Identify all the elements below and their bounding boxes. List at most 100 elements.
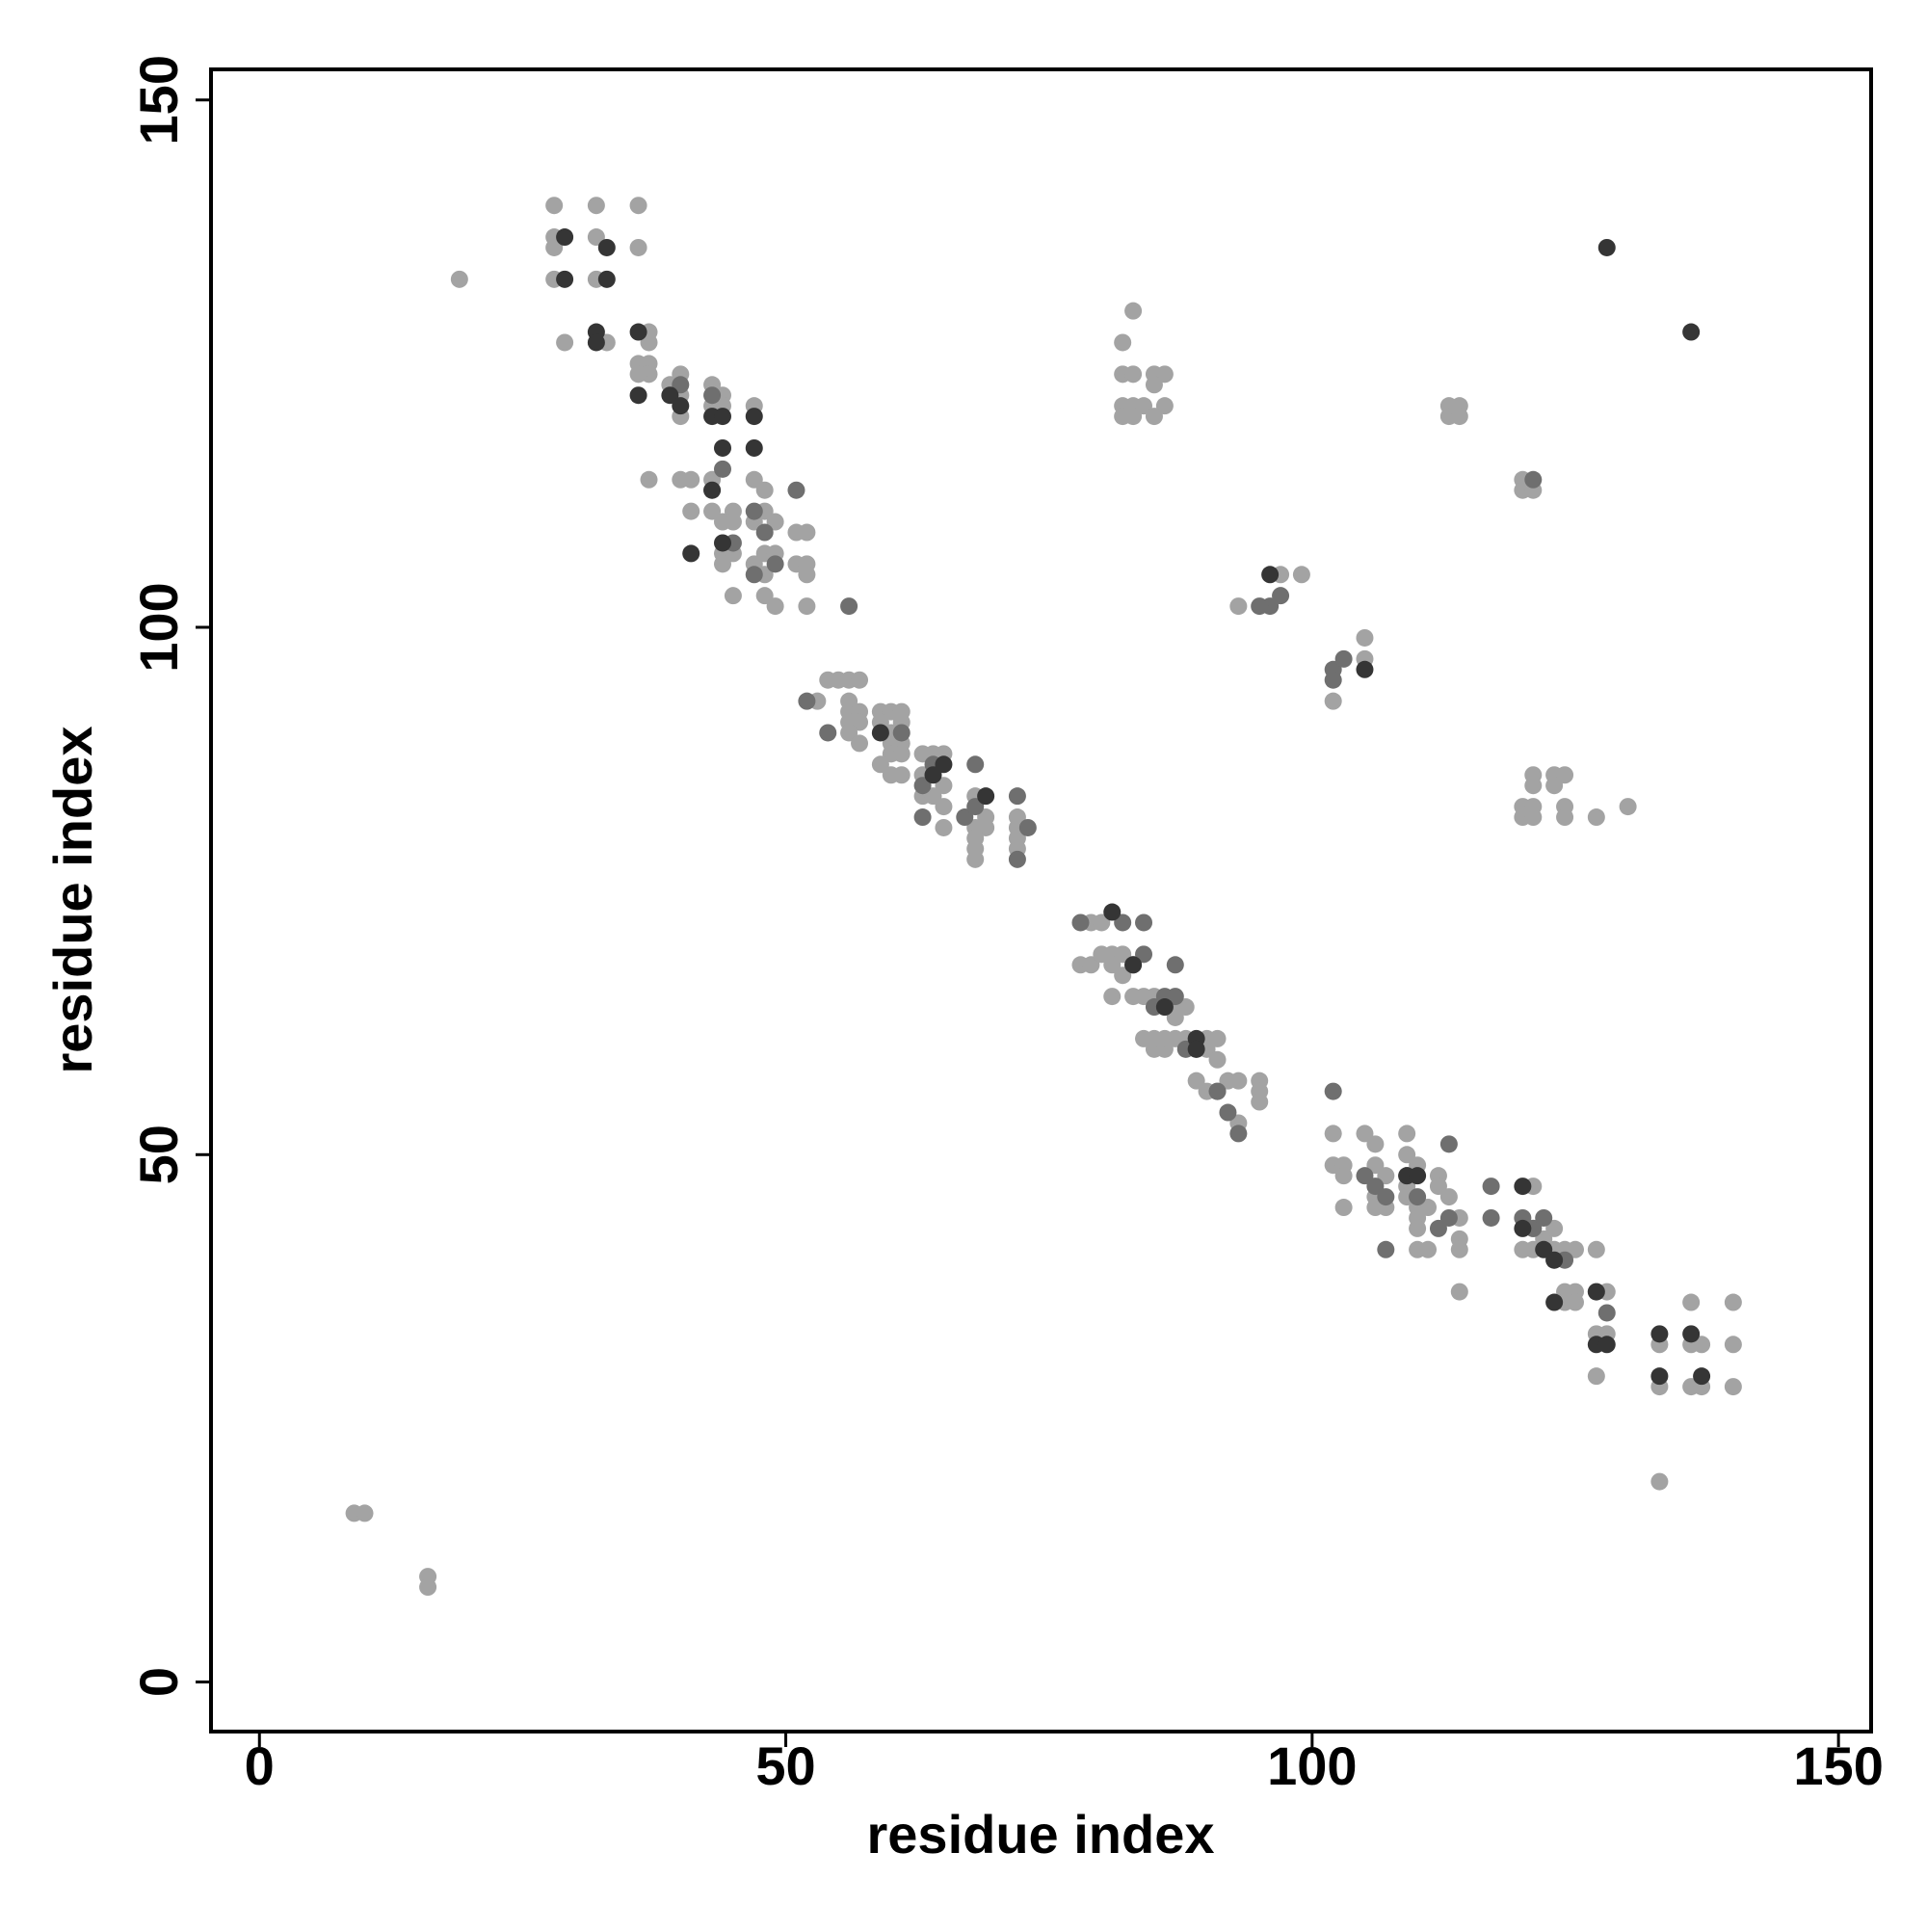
point — [713, 555, 731, 573]
point — [1155, 998, 1174, 1017]
point — [713, 408, 731, 426]
point — [1008, 850, 1026, 868]
point — [1439, 1208, 1458, 1227]
point — [1409, 1219, 1427, 1237]
point — [1682, 1293, 1701, 1311]
point — [935, 755, 953, 774]
y-tick-label: 50 — [128, 1125, 189, 1184]
point — [1587, 1367, 1605, 1386]
point — [956, 808, 974, 827]
point — [713, 534, 731, 552]
point — [672, 376, 690, 394]
point — [851, 713, 869, 731]
point — [745, 566, 763, 584]
x-tick-label: 0 — [245, 1735, 275, 1796]
point — [419, 1578, 437, 1597]
point — [640, 333, 658, 352]
point — [1251, 1093, 1269, 1111]
point — [1356, 1167, 1374, 1185]
point — [1377, 1167, 1395, 1185]
point — [545, 238, 564, 256]
point — [892, 745, 911, 763]
point — [1377, 1240, 1395, 1258]
point — [703, 502, 722, 520]
point — [1324, 1125, 1342, 1143]
point — [1556, 808, 1574, 827]
x-tick-label: 50 — [755, 1735, 815, 1796]
point — [1124, 408, 1143, 426]
point — [851, 734, 869, 753]
point — [545, 197, 564, 215]
point — [1135, 913, 1153, 932]
point — [935, 798, 953, 816]
point — [597, 270, 616, 288]
point — [1597, 1304, 1616, 1322]
point — [1229, 1125, 1248, 1143]
point — [1650, 1472, 1669, 1491]
point — [1724, 1378, 1742, 1396]
point — [1103, 903, 1122, 921]
point — [840, 724, 858, 742]
point — [724, 587, 742, 605]
point — [587, 197, 605, 215]
point — [977, 787, 995, 806]
point — [556, 333, 574, 352]
y-tick-label: 0 — [128, 1667, 189, 1697]
point — [745, 470, 763, 489]
point — [1103, 956, 1122, 974]
x-axis-title: residue index — [866, 1804, 1214, 1865]
point — [556, 270, 574, 288]
point — [745, 438, 763, 457]
point — [1103, 988, 1122, 1006]
point — [1650, 1367, 1669, 1386]
point — [1208, 1050, 1227, 1069]
point — [1135, 945, 1153, 964]
x-tick-label: 150 — [1793, 1735, 1883, 1796]
point — [1587, 808, 1605, 827]
point — [851, 671, 869, 689]
point — [597, 238, 616, 256]
point — [682, 470, 700, 489]
point — [1229, 597, 1248, 616]
point — [1524, 808, 1543, 827]
point — [798, 566, 816, 584]
point — [1693, 1367, 1711, 1386]
point — [1145, 408, 1163, 426]
point — [640, 470, 658, 489]
point — [1398, 1146, 1416, 1164]
point — [935, 818, 953, 836]
point — [1545, 1293, 1564, 1311]
point — [1366, 1135, 1385, 1153]
point — [966, 798, 985, 816]
point — [1356, 628, 1374, 647]
point — [1366, 1156, 1385, 1175]
point — [1135, 397, 1153, 415]
point — [1682, 1325, 1701, 1343]
point — [1439, 1135, 1458, 1153]
point — [1419, 1199, 1438, 1217]
point — [1219, 1103, 1237, 1122]
point — [1356, 660, 1374, 678]
point — [1356, 1125, 1374, 1143]
point — [1409, 1167, 1427, 1185]
point — [1114, 966, 1132, 985]
point — [755, 481, 774, 499]
point — [703, 386, 722, 405]
point — [1419, 1240, 1438, 1258]
point — [1545, 1219, 1564, 1237]
point — [745, 408, 763, 426]
point — [1650, 1325, 1669, 1343]
point — [787, 481, 805, 499]
point — [713, 460, 731, 478]
point — [819, 724, 837, 742]
point — [1439, 1188, 1458, 1206]
point — [1324, 671, 1342, 689]
point — [1166, 956, 1184, 974]
point — [1545, 777, 1564, 795]
point — [1450, 1283, 1468, 1301]
point — [1535, 1240, 1553, 1258]
point — [1114, 945, 1132, 964]
point — [724, 513, 742, 531]
